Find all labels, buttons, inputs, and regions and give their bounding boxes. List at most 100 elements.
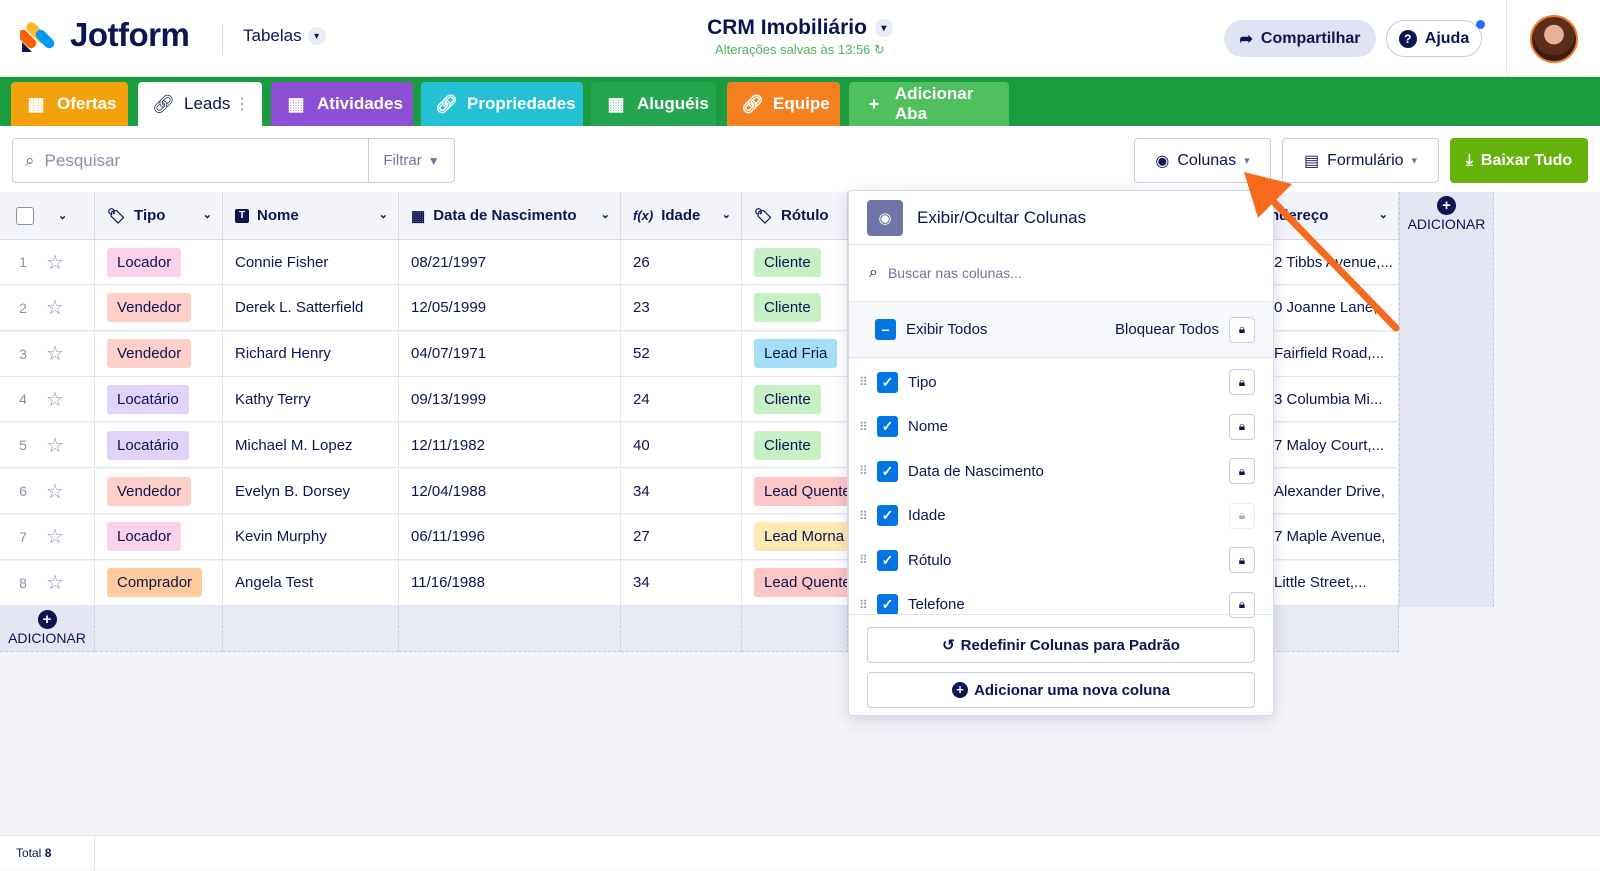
table-cell-nome[interactable]: Angela Test — [223, 560, 399, 606]
table-cell-idade[interactable]: 23 — [621, 285, 742, 331]
help-button[interactable]: ? Ajuda — [1386, 20, 1482, 57]
column-header-nome[interactable]: T Nome ⌄ — [223, 192, 399, 240]
table-cell-tipo[interactable]: Vendedor — [95, 331, 223, 377]
table-cell-idade[interactable]: 40 — [621, 423, 742, 469]
table-cell-endereco[interactable]: Alexander Drive, — [1272, 469, 1399, 514]
tables-dropdown[interactable]: Tabelas ▾ — [243, 26, 326, 46]
table-cell-endereco[interactable]: 3 Columbia Mi... — [1272, 377, 1399, 423]
title-dropdown[interactable]: CRM Imobiliário ▾ — [707, 16, 893, 40]
lock-icon[interactable]: 🔒︎ — [1229, 458, 1255, 485]
column-checkbox[interactable]: ✓ — [877, 505, 898, 527]
lock-icon[interactable]: 🔒︎ — [1229, 591, 1255, 618]
logo-text[interactable]: Jotform — [70, 16, 190, 53]
add-column-button[interactable]: + ADICIONAR — [1399, 192, 1494, 607]
star-icon[interactable]: ☆ — [46, 434, 64, 457]
column-checkbox[interactable]: ✓ — [877, 460, 898, 482]
table-cell-rotulo[interactable]: Cliente — [742, 423, 848, 469]
show-all-checkbox[interactable]: − — [875, 319, 896, 340]
star-icon[interactable]: ☆ — [46, 297, 64, 320]
table-cell-tipo[interactable]: Comprador — [95, 560, 223, 606]
chevron-down-icon[interactable]: ⌄ — [58, 210, 68, 222]
star-icon[interactable]: ☆ — [46, 480, 64, 503]
table-cell-nome[interactable]: Evelyn B. Dorsey — [223, 469, 399, 514]
row-number-cell[interactable]: 6 ☆ — [0, 469, 95, 514]
table-cell-tipo[interactable]: Vendedor — [95, 285, 223, 331]
chevron-down-icon[interactable]: ⌄ — [202, 209, 212, 221]
table-cell-endereco[interactable]: 0 Joanne Lane, — [1272, 285, 1399, 331]
row-number-cell[interactable]: 3 ☆ — [0, 331, 95, 377]
tab-equipe[interactable]: 🔗︎ Equipe — [727, 82, 840, 126]
column-checkbox[interactable]: ✓ — [877, 549, 898, 571]
column-checkbox[interactable]: ✓ — [877, 416, 898, 438]
tab-leads[interactable]: 🔗︎ Leads ⋮ — [138, 82, 262, 126]
table-cell-endereco[interactable]: Little Street,... — [1272, 560, 1399, 606]
lock-icon[interactable]: 🔒︎ — [1229, 316, 1255, 343]
share-button[interactable]: ➦ Compartilhar — [1224, 20, 1376, 57]
column-header-rotulo[interactable]: 🏷︎ Rótulo — [742, 192, 848, 240]
lock-icon[interactable]: 🔒︎ — [1229, 413, 1255, 440]
table-cell-endereco[interactable]: Fairfield Road,... — [1272, 331, 1399, 377]
table-cell-rotulo[interactable]: Lead Morna — [742, 514, 848, 560]
filter-button[interactable]: Filtrar ▼ — [368, 138, 455, 183]
column-toggle-item[interactable]: ⠿ ✓ Rótulo 🔒︎ — [849, 538, 1273, 583]
column-toggle-item[interactable]: ⠿ ✓ Data de Nascimento 🔒︎ — [849, 449, 1273, 494]
chevron-down-icon[interactable]: ⌄ — [600, 209, 610, 221]
search-input[interactable]: ⌕ Pesquisar — [12, 138, 369, 183]
lock-icon[interactable]: 🔒︎ — [1229, 369, 1255, 396]
table-cell-idade[interactable]: 52 — [621, 331, 742, 377]
table-cell-nome[interactable]: Derek L. Satterfield — [223, 285, 399, 331]
chevron-down-icon[interactable]: ⌄ — [721, 209, 731, 221]
column-search-input[interactable]: ⌕ Buscar nas colunas... — [849, 245, 1273, 302]
add-new-column-button[interactable]: + Adicionar uma nova coluna — [867, 672, 1255, 708]
table-cell-nome[interactable]: Kathy Terry — [223, 377, 399, 423]
add-row-cell[interactable] — [742, 606, 848, 652]
reset-columns-button[interactable]: ↺ Redefinir Colunas para Padrão — [867, 627, 1255, 663]
avatar[interactable] — [1530, 15, 1578, 63]
table-cell-data[interactable]: 06/11/1996 — [399, 514, 621, 560]
checkbox[interactable] — [16, 206, 34, 225]
tab-propriedades[interactable]: 🔗︎ Propriedades — [421, 82, 583, 126]
table-cell-tipo[interactable]: Locatário — [95, 423, 223, 469]
chevron-down-icon[interactable]: ⌄ — [378, 209, 388, 221]
table-cell-data[interactable]: 09/13/1999 — [399, 377, 621, 423]
table-cell-nome[interactable]: Kevin Murphy — [223, 514, 399, 560]
table-cell-tipo[interactable]: Locatário — [95, 377, 223, 423]
row-number-cell[interactable]: 4 ☆ — [0, 377, 95, 423]
select-all-header[interactable]: ⌄ — [0, 192, 95, 240]
drag-handle-icon[interactable]: ⠿ — [859, 375, 868, 390]
table-cell-endereco[interactable]: 7 Maloy Court,... — [1272, 423, 1399, 469]
table-cell-idade[interactable]: 34 — [621, 560, 742, 606]
table-cell-rotulo[interactable]: Lead Quente — [742, 560, 848, 606]
row-number-cell[interactable]: 2 ☆ — [0, 285, 95, 331]
lock-all-label[interactable]: Bloquear Todos — [1115, 321, 1219, 338]
column-header-endereco[interactable]: Endereço ⌄ — [1260, 192, 1399, 240]
add-row-cell[interactable] — [1272, 606, 1399, 652]
table-cell-idade[interactable]: 27 — [621, 514, 742, 560]
more-vertical-icon[interactable]: ⋮ — [234, 96, 250, 113]
table-cell-rotulo[interactable]: Lead Quente — [742, 469, 848, 514]
table-cell-data[interactable]: 08/21/1997 — [399, 240, 621, 285]
column-toggle-item[interactable]: ⠿ ✓ Telefone 🔒︎ — [849, 583, 1273, 628]
lock-icon[interactable]: 🔒︎ — [1229, 547, 1255, 574]
chevron-down-icon[interactable]: ⌄ — [1378, 209, 1388, 221]
table-cell-nome[interactable]: Michael M. Lopez — [223, 423, 399, 469]
jotform-logo-icon[interactable] — [20, 18, 56, 54]
tab-add[interactable]: + Adicionar Aba — [849, 82, 1009, 126]
add-row-cell[interactable] — [621, 606, 742, 652]
column-checkbox[interactable]: ✓ — [877, 594, 898, 616]
table-cell-data[interactable]: 12/04/1988 — [399, 469, 621, 514]
tab-atividades[interactable]: ▦ Atividades — [271, 82, 413, 126]
row-number-cell[interactable]: 8 ☆ — [0, 560, 95, 606]
row-number-cell[interactable]: 1 ☆ — [0, 240, 95, 285]
drag-handle-icon[interactable]: ⠿ — [859, 419, 868, 434]
drag-handle-icon[interactable]: ⠿ — [859, 597, 868, 612]
table-cell-rotulo[interactable]: Lead Fria — [742, 331, 848, 377]
table-cell-rotulo[interactable]: Cliente — [742, 240, 848, 285]
table-cell-idade[interactable]: 24 — [621, 377, 742, 423]
add-row-cell[interactable] — [95, 606, 223, 652]
table-cell-data[interactable]: 11/16/1988 — [399, 560, 621, 606]
add-row-button[interactable]: + ADICIONAR — [0, 606, 95, 652]
table-cell-endereco[interactable]: 7 Maple Avenue, — [1272, 514, 1399, 560]
column-toggle-item[interactable]: ⠿ ✓ Tipo 🔒︎ — [849, 360, 1273, 405]
download-all-button[interactable]: ⤓ Baixar Tudo — [1450, 138, 1588, 183]
